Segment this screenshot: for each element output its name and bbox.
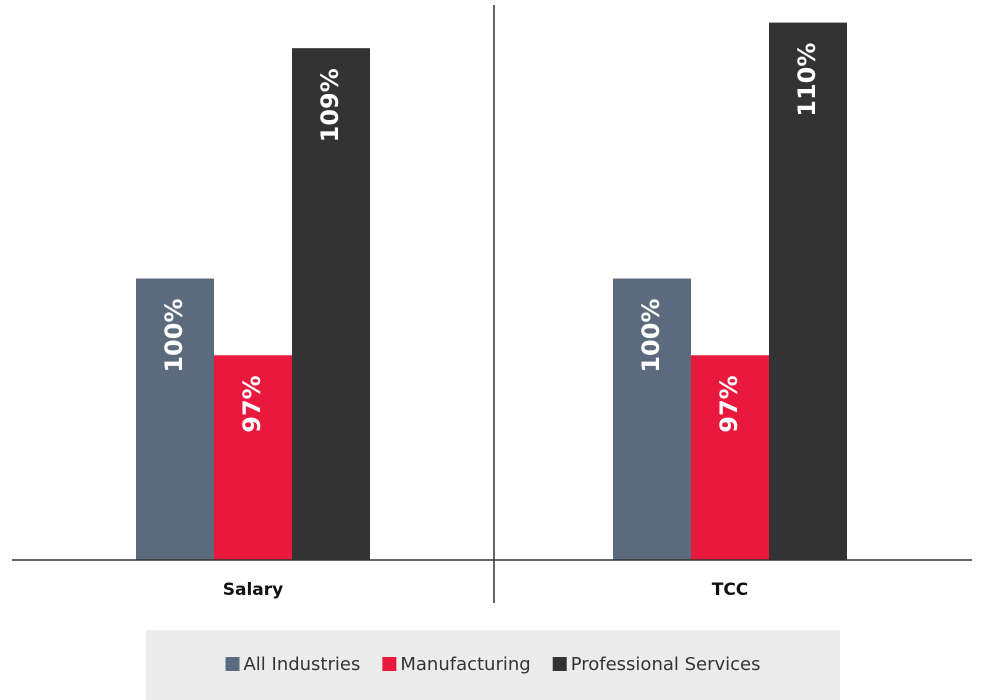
- value-label: 110%: [793, 43, 821, 117]
- value-label: 100%: [160, 299, 188, 373]
- value-label: 97%: [715, 375, 743, 432]
- bar: [691, 355, 769, 560]
- legend-swatch: [225, 657, 240, 671]
- x-tick-label: TCC: [712, 580, 749, 600]
- value-label: 100%: [637, 299, 665, 373]
- bar: [292, 48, 370, 560]
- value-label: 97%: [238, 375, 266, 432]
- bar: [613, 278, 691, 560]
- bar: [769, 22, 847, 561]
- legend-label: Professional Services: [571, 654, 761, 675]
- bar: [136, 278, 214, 560]
- value-label: 109%: [316, 68, 344, 142]
- legend-box: [146, 630, 840, 700]
- legend-swatch: [552, 657, 567, 671]
- legend-label: Manufacturing: [400, 654, 530, 675]
- legend-label: All Industries: [243, 654, 360, 675]
- x-tick-label: Salary: [223, 580, 283, 600]
- bar: [214, 355, 292, 560]
- legend-swatch: [382, 657, 397, 671]
